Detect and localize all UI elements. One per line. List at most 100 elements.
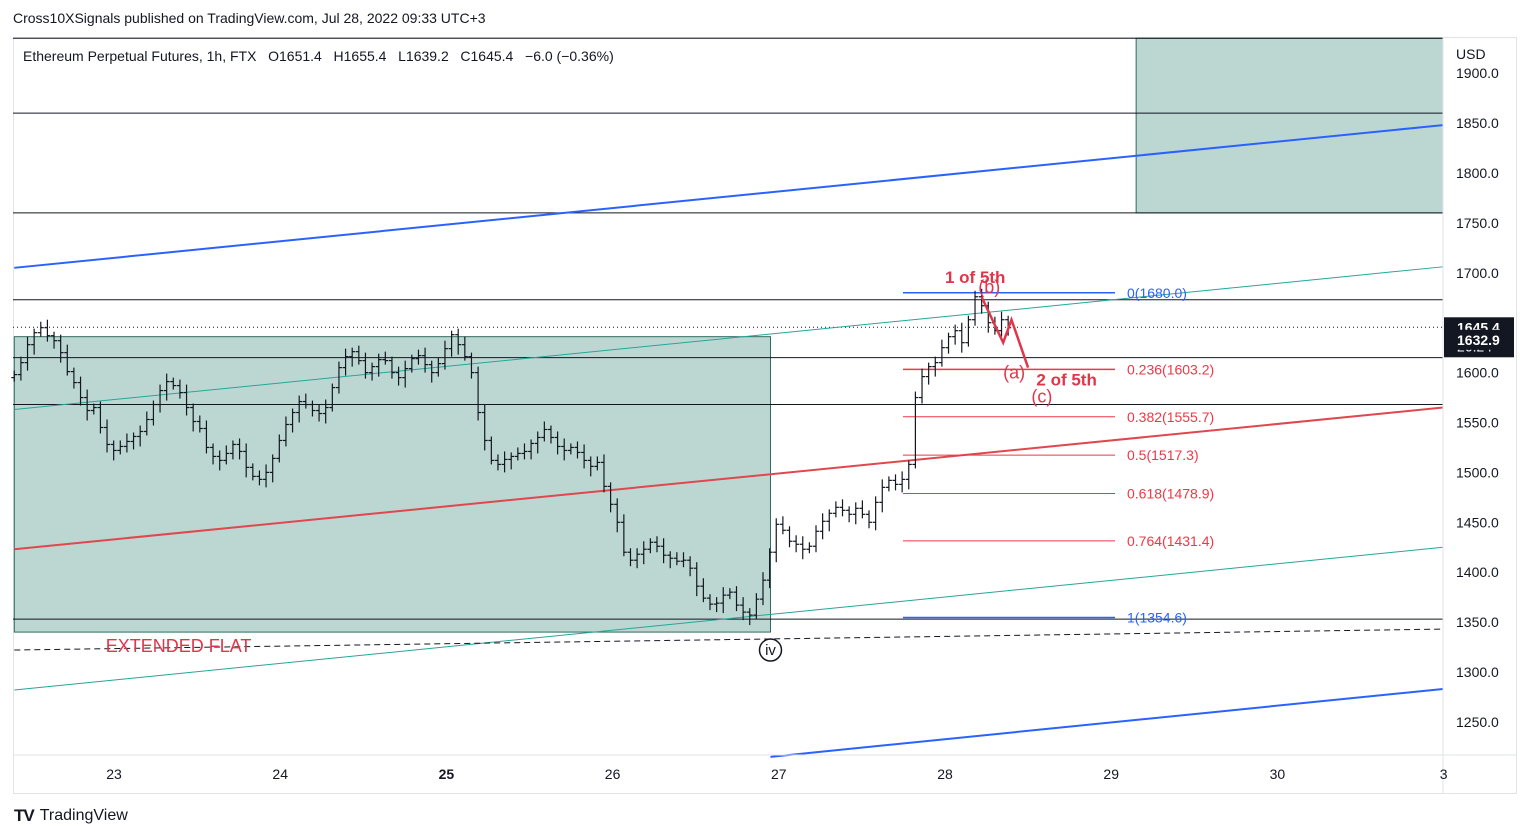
ohlc-bar [422, 347, 429, 373]
ohlc-bar [899, 471, 906, 493]
ohlc-bar [647, 538, 654, 554]
ohlc-bar [786, 526, 793, 548]
ohlc-bar [375, 353, 382, 377]
ohlc-bar [282, 416, 289, 447]
ohlc-bar [925, 362, 932, 385]
ohlc-bar [614, 498, 621, 533]
ohlc-bar [143, 411, 150, 436]
ohlc-bar [163, 373, 170, 401]
ohlc-bar [528, 439, 535, 460]
ohlc-bar [660, 538, 667, 564]
ohlc-bar [667, 551, 674, 569]
ohlc-bar [687, 556, 694, 577]
ohlc-bar [137, 425, 144, 447]
wave-iv-circle [758, 638, 783, 662]
trendline-red-median [14, 406, 1444, 551]
ohlc-bar [428, 360, 435, 383]
ohlc-bar [223, 445, 230, 465]
ohlc-bar [766, 548, 773, 589]
ohlc-bar [852, 502, 859, 525]
tradingview-logo[interactable]: TV TradingView [14, 806, 128, 826]
time-tick-label: 28 [937, 766, 953, 782]
time-tick-label: 3 [1440, 766, 1448, 782]
wave-annotation: EXTENDED FLAT [106, 636, 252, 656]
ohlc-bar [402, 360, 409, 388]
time-axis: 23 24 25 26 27 28 29 30 3 [13, 754, 1517, 782]
ohlc-bar [620, 514, 627, 557]
ohlc-bar [720, 587, 727, 614]
ohlc-bar [627, 548, 634, 567]
ohlc-bar [150, 400, 157, 426]
ohlc-bar [276, 434, 283, 463]
ohlc-bar [872, 496, 879, 531]
fib-level-label: 0.236(1603.2) [1127, 361, 1214, 377]
ohlc-bar [256, 470, 263, 486]
time-tick-label: 24 [272, 766, 288, 782]
ohlc-bar [210, 443, 217, 465]
ohlc-bar [494, 454, 501, 471]
ohlc-bar [753, 593, 760, 620]
ohlc-bar [574, 441, 581, 459]
price-tick-label: 1600.0 [1456, 365, 1499, 381]
ohlc-bar [90, 403, 97, 415]
ohlc-bar [435, 357, 442, 377]
ohlc-bar [24, 336, 31, 371]
ohlc-bar [461, 336, 468, 361]
time-tick-label: 25 [439, 766, 455, 782]
ohlc-bar [912, 391, 919, 469]
fib-level-label: 0.382(1555.7) [1127, 409, 1214, 425]
ohlc-bar [64, 344, 71, 376]
ohlc-bar [170, 377, 177, 390]
ohlc-bar [534, 431, 541, 454]
ohlc-bar [296, 395, 303, 423]
currency-label: USD [1456, 46, 1486, 62]
ohlc-bar [269, 454, 276, 483]
ohlc-bar [335, 361, 342, 394]
ohlc-bar [594, 456, 601, 471]
price-axis: USD1900.01850.01800.01750.01700.01650.01… [1442, 37, 1499, 794]
price-tick-label: 1250.0 [1456, 714, 1499, 730]
ohlc-bar [57, 334, 64, 363]
ohlc-bar [972, 290, 979, 326]
wave-annotation: (c) [1031, 387, 1052, 407]
ohlc-bar [84, 389, 91, 421]
price-tick-label: 1850.0 [1456, 115, 1499, 131]
ohlc-bar [475, 366, 482, 421]
ohlc-bar [362, 352, 369, 379]
annotation-layer: 1 of 5th(b) (a) 2 of 5th(c) EXTENDED FLAT iv [106, 268, 1097, 662]
price-tick-label: 1700.0 [1456, 265, 1499, 281]
wave-projection [980, 296, 1030, 369]
ohlc-bar [382, 351, 389, 365]
ohlc-bar [813, 525, 820, 553]
ohlc-bar [634, 548, 641, 569]
candle-layer [11, 288, 1012, 626]
ohlc-bar [587, 456, 594, 477]
wave-iv-label: iv [765, 642, 776, 659]
wave-annotation: 1 of 5th [945, 268, 1005, 287]
wave-annotation: (a) [1003, 363, 1025, 383]
ohlc-bar [892, 474, 899, 491]
trendline-upper-green [14, 266, 1444, 411]
ohlc-bar [938, 339, 945, 367]
ohlc-bar [342, 348, 349, 376]
ohlc-bar [819, 513, 826, 540]
ohlc-bar [806, 542, 813, 554]
trendline-dashed-base [14, 628, 1444, 651]
trendline-upper-blue [14, 124, 1444, 269]
ohlc-bar [243, 443, 250, 478]
ohlc-bar [415, 349, 422, 365]
ohlc-bar [832, 501, 839, 518]
ohlc-bar [846, 506, 853, 523]
ohlc-bar [388, 356, 395, 379]
ohlc-bar [799, 536, 806, 560]
price-badge-label: 1632.9 [1457, 332, 1500, 348]
ohlc-bar [952, 324, 959, 345]
price-tick-label: 1400.0 [1456, 564, 1499, 580]
price-tick-label: 1350.0 [1456, 614, 1499, 630]
fibonacci-layer: 0(1680.0) 0.236(1603.2) 0.382(1555.7) 0.5(1… [903, 285, 1214, 626]
ohlc-bar [44, 319, 51, 342]
ohlc-bar [978, 288, 985, 314]
chart-frame [13, 37, 1517, 794]
ohlc-bar [607, 482, 614, 513]
